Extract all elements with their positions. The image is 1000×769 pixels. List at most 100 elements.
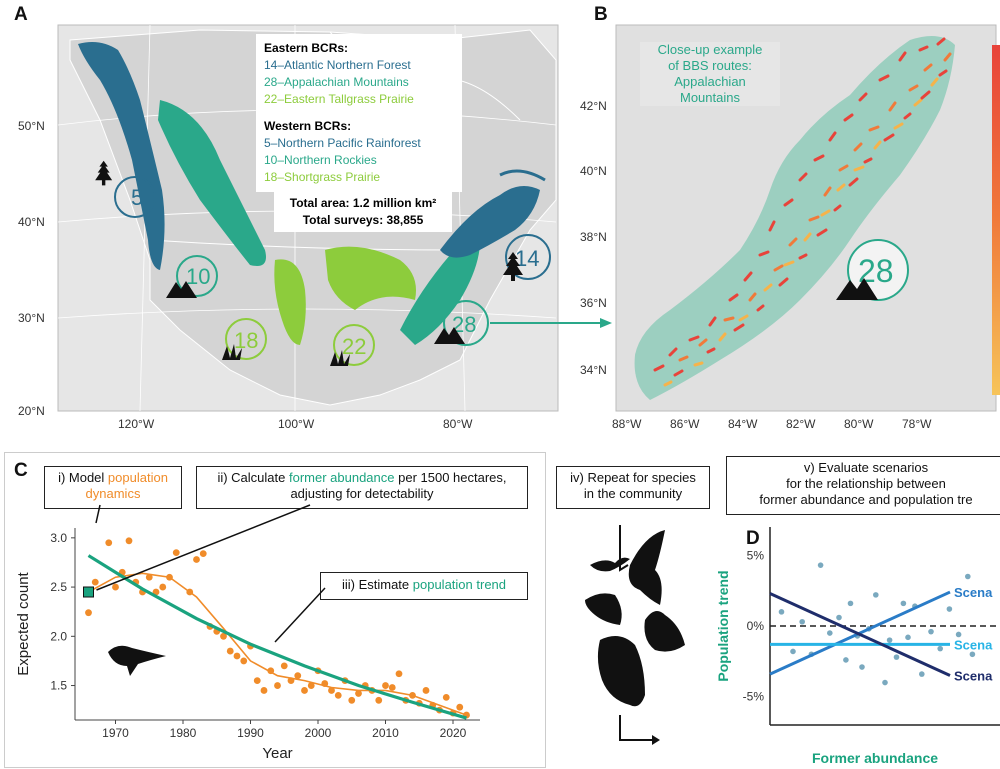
x-tick-label: 2020 — [440, 726, 467, 740]
total-surveys: Total surveys: 38,855 — [302, 213, 424, 227]
total-area: Total area: 1.2 million km² — [289, 196, 437, 210]
data-point — [301, 687, 308, 694]
step5-line: for the relationship between — [786, 476, 946, 491]
western-item-10: 10–Northern Rockies — [264, 153, 377, 167]
bcr-28-region — [400, 243, 480, 345]
data-point — [873, 592, 879, 598]
data-point — [159, 583, 167, 591]
caption-line: Close-up example — [657, 42, 763, 57]
x-tick-label: 1990 — [237, 726, 264, 740]
bcr-22-region — [325, 246, 416, 310]
step3-highlight: population trend — [412, 577, 507, 592]
y-tick-label: 2.0 — [50, 629, 67, 643]
bcr-5-region — [78, 42, 165, 270]
lon-label: 80°W — [844, 417, 874, 431]
hummingbird-icon — [590, 557, 630, 572]
lon-label: 78°W — [902, 417, 932, 431]
data-point — [965, 573, 971, 580]
caption-line: Mountains — [680, 90, 740, 105]
eastern-item-22: 22–Eastern Tallgrass Prairie — [264, 92, 414, 106]
data-point — [274, 682, 281, 689]
data-point — [847, 600, 854, 607]
panel-b-label: B — [594, 4, 608, 25]
tree-icon — [95, 160, 113, 186]
step1-prefix: i) Model — [58, 470, 108, 485]
tree-icon — [503, 252, 523, 281]
data-point — [233, 652, 241, 660]
y-tick-label: 3.0 — [50, 531, 67, 545]
data-point — [442, 693, 450, 701]
scenario-chart: 5% 0% -5% Scena Scena Scena Former abundance Po… — [715, 527, 1000, 766]
step2-prefix: ii) Calculate — [217, 470, 289, 485]
scenario-label: Scena — [954, 585, 993, 600]
western-title: Western BCRs: — [264, 119, 352, 133]
bbs-routes — [653, 37, 952, 387]
data-point — [105, 539, 113, 547]
step2-highlight: former abundance — [288, 470, 395, 485]
western-item-5: 5–Northern Pacific Rainforest — [264, 136, 421, 150]
lat-label: 50°N — [18, 119, 45, 133]
step4-line: in the community — [583, 486, 683, 501]
map-b-caption: Close-up example of BBS routes: Appalach… — [640, 42, 780, 106]
lat-label: 42°N — [580, 99, 607, 113]
data-point — [928, 628, 934, 635]
lat-label: 30°N — [18, 311, 45, 325]
step2-arrow — [96, 504, 311, 591]
caption-line: Appalachian — [674, 74, 746, 89]
quail-icon — [644, 611, 685, 652]
step-3-box: iii) Estimate population trend — [320, 572, 528, 600]
data-point — [859, 664, 865, 670]
data-point — [905, 634, 911, 641]
lon-label: 84°W — [728, 417, 758, 431]
step1-arrow — [95, 504, 101, 524]
panel-d-label: D — [746, 528, 760, 549]
data-point — [355, 690, 362, 697]
mountain-icon — [836, 278, 878, 300]
data-point — [334, 691, 342, 699]
lon-label: 86°W — [670, 417, 700, 431]
region-22-number: 22 — [342, 334, 366, 359]
data-point — [307, 682, 315, 689]
data-point — [294, 672, 302, 680]
data-point — [112, 583, 119, 591]
eastern-bcr-legend: Eastern BCRs: 14–Atlantic Northern Fores… — [256, 34, 462, 114]
data-point — [226, 647, 234, 655]
data-point — [382, 682, 389, 689]
expected-count-chart: 1970 1980 1990 2000 2010 2020 1.5 2.0 2.5 3.0 Year… — [15, 504, 480, 762]
western-item-18: 18–Shortgrass Prairie — [264, 170, 381, 184]
step2-suffix-2: adjusting for detectability — [290, 486, 434, 501]
grass-icon — [222, 344, 242, 360]
western-bcr-legend: Western BCRs: 5–Northern Pacific Rainfor… — [256, 112, 462, 192]
bird-icon — [108, 645, 166, 676]
caption-line: of BBS routes: — [668, 58, 752, 73]
step4-line: iv) Repeat for species — [570, 470, 696, 485]
y-tick-label: 1.5 — [50, 679, 67, 693]
data-point — [836, 614, 842, 621]
step-1-box: i) Model population dynamics — [44, 466, 182, 509]
former-abundance-marker — [83, 586, 94, 598]
y-tick-label: 5% — [747, 548, 765, 562]
warbler-icon — [585, 593, 622, 625]
step3-prefix: iii) Estimate — [341, 577, 413, 592]
data-point — [328, 687, 335, 694]
data-point — [199, 550, 207, 557]
data-point — [395, 670, 403, 678]
panel-c-label: C — [14, 460, 28, 481]
data-point — [790, 648, 796, 655]
x-tick-label: 1970 — [102, 726, 129, 740]
x-tick-label: 1980 — [170, 726, 197, 740]
x-tick-label: 2010 — [372, 726, 399, 740]
data-point — [172, 549, 180, 557]
bcr-14-region — [440, 186, 540, 258]
color-bar — [992, 45, 1000, 395]
data-point — [893, 654, 900, 660]
region-5-number: 5 — [131, 185, 143, 210]
bcr-18-region — [274, 259, 306, 345]
crow-icon — [597, 636, 645, 707]
lon-label: 100°W — [278, 417, 315, 431]
data-point — [456, 703, 464, 711]
data-point — [946, 606, 953, 612]
data-point — [240, 657, 248, 665]
data-point — [125, 537, 133, 545]
step2-suffix: per 1500 hectares, — [394, 470, 507, 485]
